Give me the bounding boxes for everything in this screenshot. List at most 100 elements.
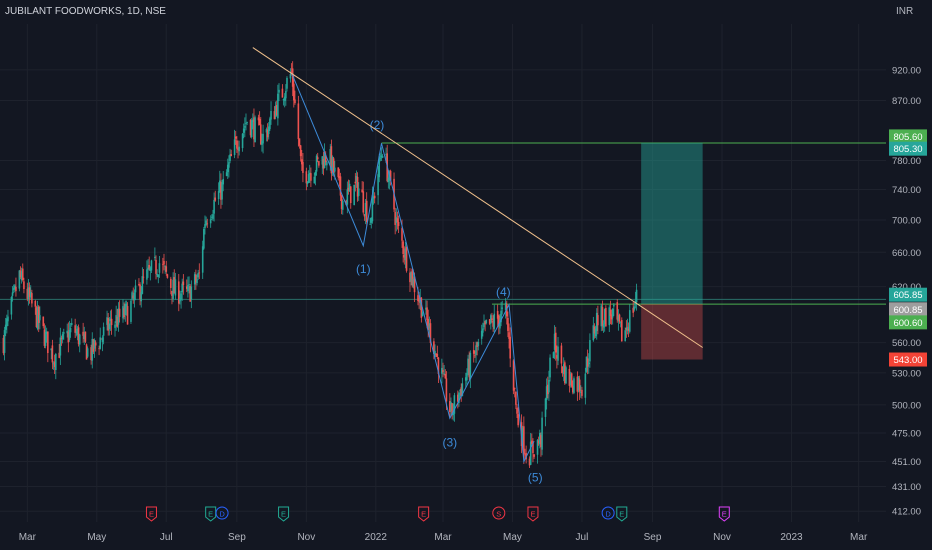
candle-body — [338, 176, 341, 179]
profit-zone[interactable] — [641, 142, 703, 304]
candle-body — [401, 228, 403, 241]
candle-body — [362, 191, 365, 213]
candle-body — [349, 186, 352, 204]
candle-body — [68, 329, 71, 340]
candle-body — [442, 370, 444, 373]
candle-body — [513, 387, 516, 389]
wave-label[interactable]: (5) — [528, 471, 543, 485]
candle-body — [50, 348, 53, 351]
event-marker[interactable]: D — [601, 506, 615, 520]
candle-body — [537, 441, 540, 443]
candle-body — [517, 414, 519, 426]
symbol-title: JUBILANT FOODWORKS, 1D, NSE — [5, 6, 166, 17]
candle-body — [98, 348, 100, 350]
y-tick-label: 740.00 — [892, 185, 921, 196]
candle-body — [369, 223, 371, 225]
candle-body — [291, 68, 294, 87]
wave-label[interactable]: (3) — [442, 435, 457, 449]
candle-body — [110, 318, 113, 326]
trendline[interactable] — [252, 47, 703, 348]
wave-path[interactable] — [291, 72, 535, 464]
candle-body — [516, 408, 518, 414]
event-marker[interactable]: E — [418, 506, 430, 522]
candle-body — [75, 331, 78, 333]
split-icon — [492, 506, 506, 520]
candle-body — [628, 310, 631, 332]
candle-body — [277, 93, 279, 119]
candle-body — [197, 272, 199, 278]
x-tick-label: Mar — [434, 532, 452, 543]
candle-body — [573, 378, 575, 393]
candle-body — [34, 300, 37, 307]
candle-body — [265, 129, 268, 133]
x-tick-label: 2022 — [365, 532, 388, 543]
candle-body — [226, 164, 229, 173]
candle-body — [36, 307, 39, 329]
event-marker[interactable]: E — [527, 506, 539, 522]
candle-body — [118, 308, 121, 317]
candle-body — [67, 332, 70, 343]
candle-body — [616, 302, 619, 320]
event-marker[interactable]: E — [205, 506, 217, 522]
candle-body — [238, 146, 240, 152]
event-marker[interactable]: S — [492, 506, 506, 520]
event-marker[interactable]: E — [145, 506, 157, 522]
candle-body — [540, 435, 542, 448]
candle-body — [66, 330, 68, 334]
candle-body — [2, 337, 5, 354]
candle-body — [427, 318, 429, 331]
candle-body — [18, 270, 21, 289]
x-tick-label: Nov — [713, 532, 731, 543]
trendline-layer[interactable] — [252, 47, 703, 348]
candle-body — [609, 309, 612, 316]
wave-label[interactable]: (1) — [356, 262, 371, 276]
candle-body — [357, 188, 360, 196]
candle-body — [569, 374, 572, 385]
candle-body — [613, 304, 615, 307]
candle-body — [76, 328, 79, 335]
x-tick-label: Mar — [850, 532, 868, 543]
candle-body — [286, 77, 288, 89]
candle-body — [634, 300, 637, 304]
candle-body — [94, 342, 97, 346]
candle-body — [402, 241, 404, 254]
candle-body — [156, 273, 158, 275]
candle-body — [52, 363, 55, 365]
candle-body — [20, 271, 23, 281]
candle-body — [206, 223, 209, 225]
candle-body — [426, 307, 428, 321]
candle-body — [347, 187, 350, 191]
wave-label[interactable]: (2) — [370, 118, 385, 132]
event-marker[interactable]: D — [215, 506, 229, 520]
candle-body — [618, 314, 621, 322]
candle-body — [603, 308, 606, 325]
event-marker[interactable]: E — [718, 506, 730, 522]
candle-body — [293, 83, 295, 101]
candle-body — [289, 74, 292, 79]
y-tick-label: 431.00 — [892, 482, 921, 493]
candle-body — [214, 197, 217, 201]
candle-body — [472, 350, 475, 354]
price-label: 805.60 — [893, 132, 922, 143]
dividend-icon — [601, 506, 615, 520]
candle-body — [624, 330, 627, 342]
candle-body — [381, 156, 384, 158]
wave-layer[interactable]: (1) (2) (3) (4) (5) — [291, 72, 543, 485]
earnings-icon — [418, 506, 430, 522]
candle-body — [619, 321, 622, 323]
candle-body — [253, 117, 255, 140]
candle-body — [261, 141, 263, 145]
candle-body — [74, 325, 76, 333]
event-marker[interactable]: E — [278, 506, 290, 522]
candle-body — [93, 339, 96, 349]
candle-body — [457, 394, 459, 402]
price-label: 600.85 — [893, 305, 922, 316]
event-marker[interactable]: E — [616, 506, 628, 522]
wave-label[interactable]: (4) — [496, 285, 511, 299]
candle-body — [592, 325, 595, 341]
candle-body — [453, 395, 456, 414]
position-tool[interactable] — [641, 142, 703, 360]
candle-body — [429, 323, 432, 343]
candle-body — [552, 352, 555, 359]
